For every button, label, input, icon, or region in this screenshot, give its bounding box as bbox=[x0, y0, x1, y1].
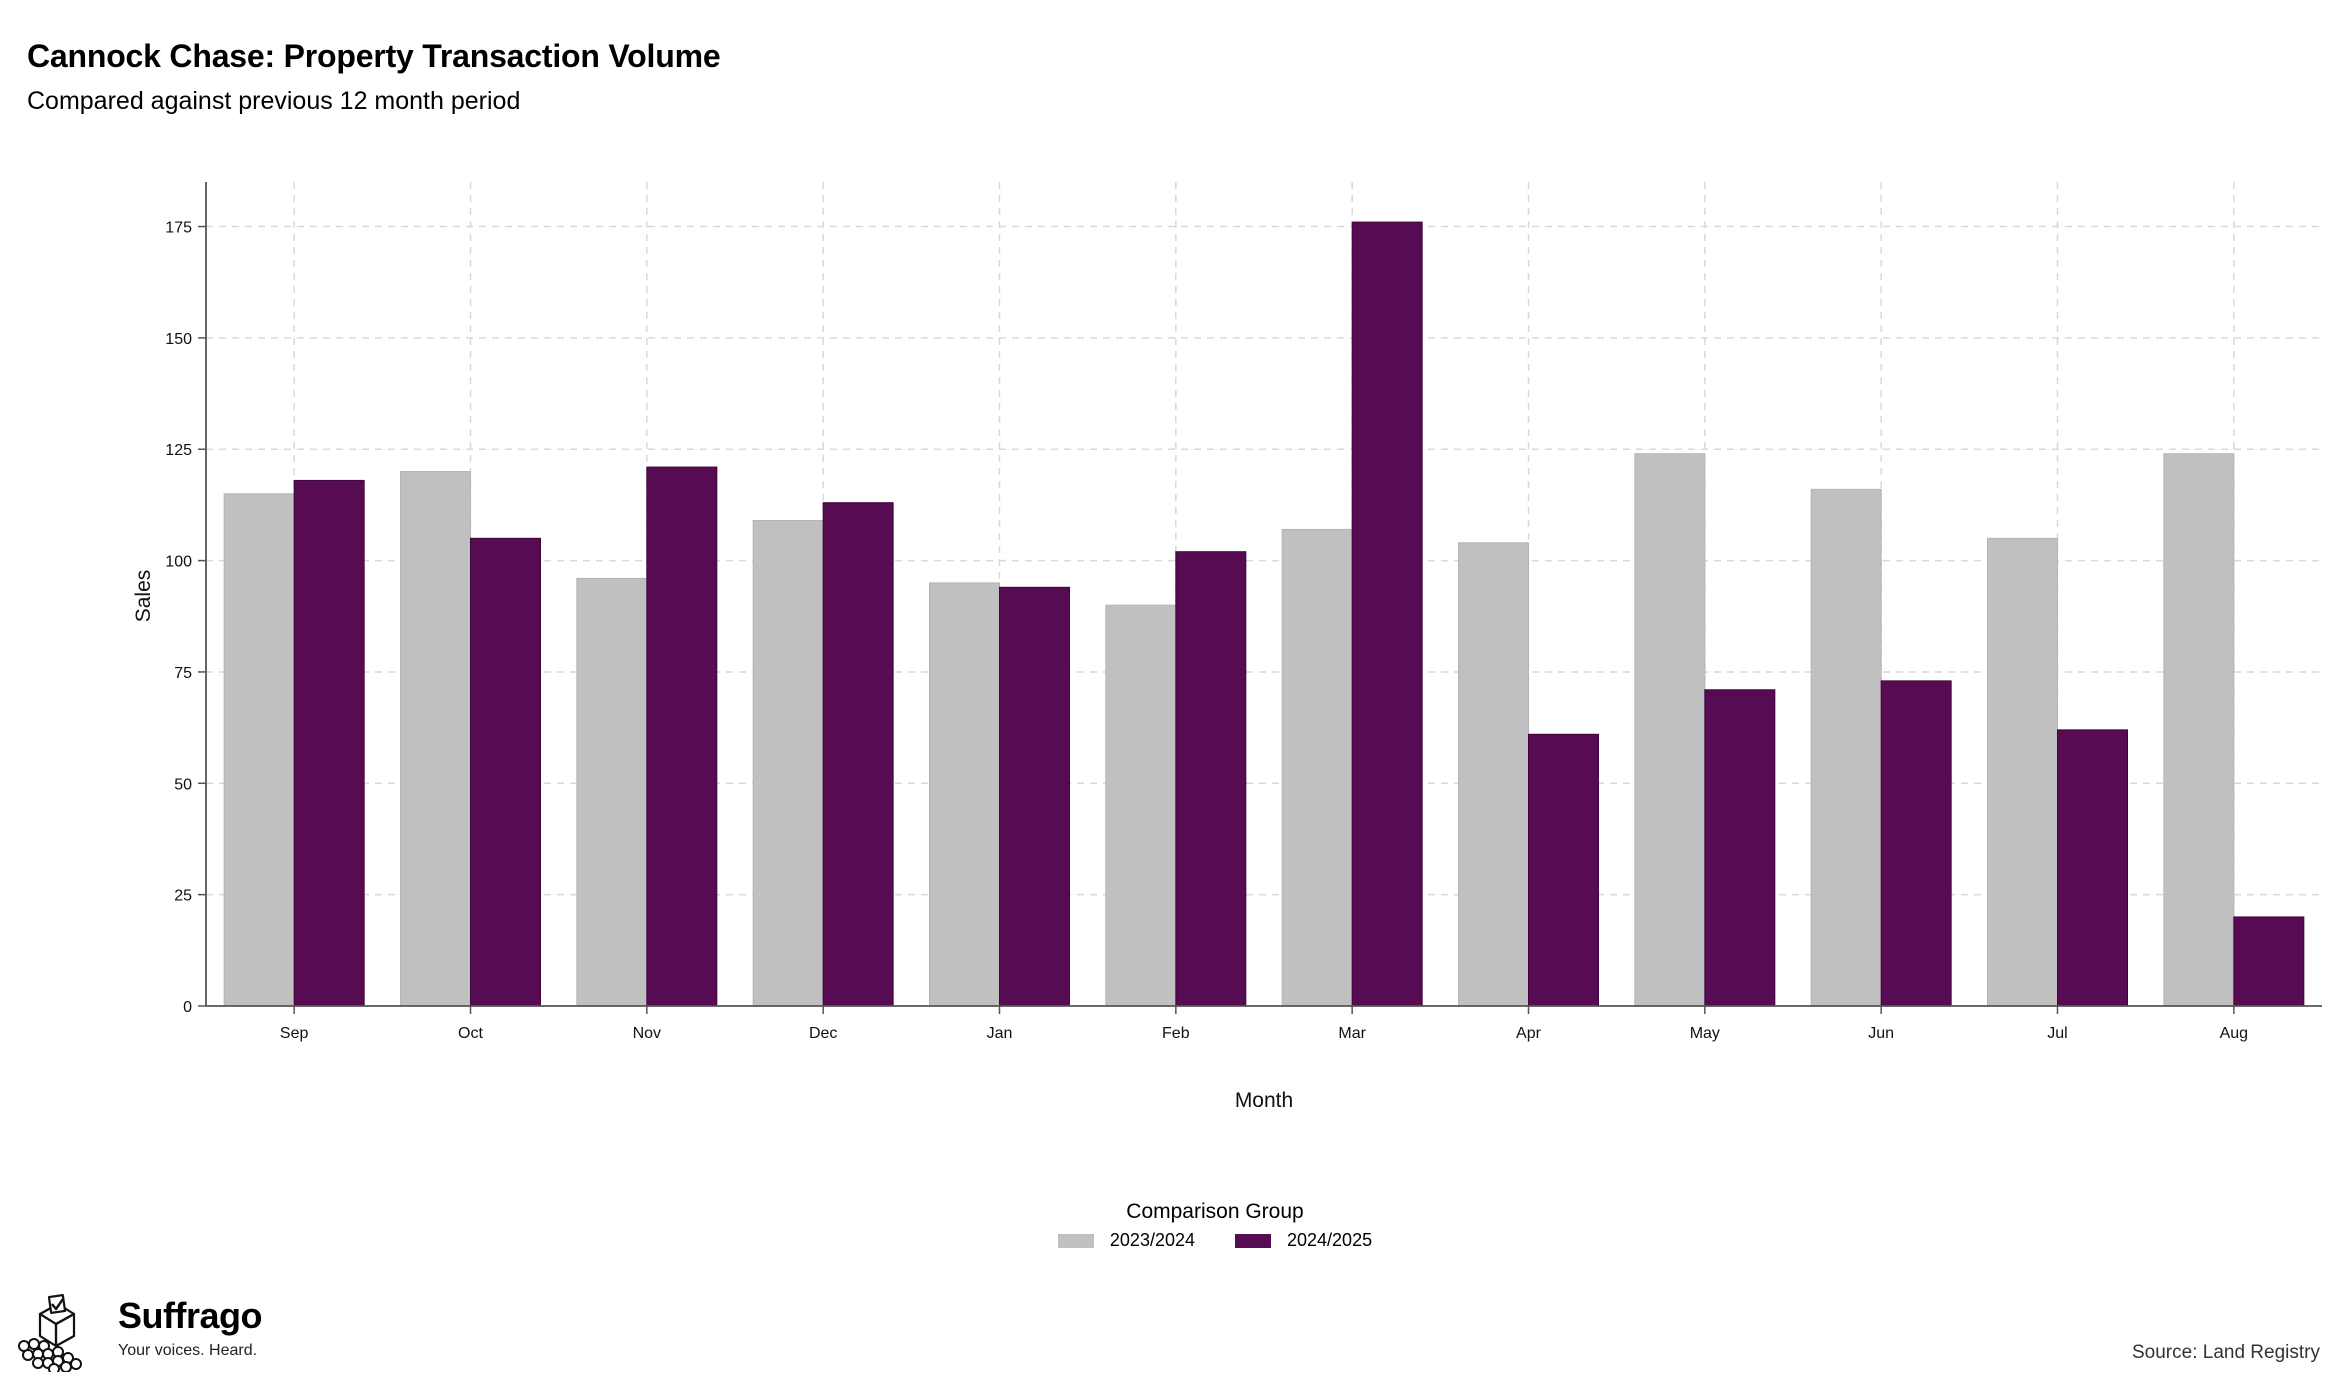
y-tick-label: 175 bbox=[165, 220, 192, 237]
bar-2023-2024-sep bbox=[223, 493, 295, 1007]
bar-2024-2025-mar bbox=[1351, 221, 1423, 1007]
bar-2024-2025-apr bbox=[1528, 733, 1599, 1007]
y-tick-label: 25 bbox=[174, 888, 192, 905]
legend-label: 2023/2024 bbox=[1109, 1230, 1195, 1250]
bar-2023-2024-aug bbox=[2163, 453, 2235, 1007]
y-tick-label: 50 bbox=[174, 776, 192, 793]
bar-2024-2025-jan bbox=[999, 586, 1070, 1007]
legend-title: Comparison Group bbox=[1126, 1200, 1304, 1223]
y-tick-label: 125 bbox=[165, 442, 192, 459]
x-axis-title: Month bbox=[1235, 1089, 1293, 1112]
y-tick-label: 0 bbox=[183, 999, 192, 1016]
legend-swatch-icon bbox=[1235, 1233, 1271, 1248]
x-tick-label: Jun bbox=[1868, 1025, 1894, 1042]
bar-2023-2024-nov bbox=[576, 577, 648, 1007]
legend-swatch-icon bbox=[1057, 1233, 1094, 1248]
ballot-box-icon bbox=[18, 1294, 82, 1372]
legend-items: 2023/2024 2024/2025 bbox=[96, 1230, 2334, 1251]
axes: 0 25 50 75 100 125 150 175 Sep Oct Nov Dec Jan Feb Mar… bbox=[165, 182, 2322, 1042]
source-note: Source: Land Registry bbox=[2132, 1342, 2320, 1363]
x-tick-label: May bbox=[1690, 1025, 1720, 1042]
bar-2023-2024-jan bbox=[929, 582, 1000, 1007]
brand-logo: Suffrago Your voices. Heard. bbox=[14, 1294, 263, 1372]
bar-2023-2024-may bbox=[1634, 453, 1706, 1007]
y-tick-label: 75 bbox=[174, 665, 192, 682]
chart-subtitle: Compared against previous 12 month perio… bbox=[27, 87, 521, 115]
bar-2024-2025-jun bbox=[1880, 680, 1952, 1007]
bars bbox=[223, 221, 2305, 1007]
bar-2023-2024-oct bbox=[400, 471, 471, 1007]
bar-2023-2024-mar bbox=[1281, 528, 1353, 1007]
bar-2024-2025-may bbox=[1704, 689, 1776, 1007]
x-tick-label: Jul bbox=[2047, 1025, 2067, 1042]
bar-2023-2024-jun bbox=[1810, 488, 1882, 1007]
bar-2024-2025-jul bbox=[2057, 729, 2128, 1007]
bar-2024-2025-aug bbox=[2233, 916, 2305, 1007]
legend-label: 2024/2025 bbox=[1287, 1230, 1373, 1250]
bar-2023-2024-apr bbox=[1458, 542, 1529, 1007]
x-tick-label: Nov bbox=[633, 1025, 661, 1042]
brand-tagline: Your voices. Heard. bbox=[118, 1342, 258, 1359]
bar-2024-2025-nov bbox=[646, 466, 718, 1007]
y-tick-label: 150 bbox=[165, 331, 192, 348]
legend-item-2023-2024: 2023/2024 bbox=[1057, 1230, 1195, 1251]
bar-2023-2024-feb bbox=[1105, 604, 1177, 1007]
bar-2024-2025-sep bbox=[293, 479, 365, 1007]
legend-item-2024-2025: 2024/2025 bbox=[1235, 1230, 1372, 1251]
x-tick-label: Sep bbox=[280, 1025, 309, 1042]
x-tick-label: Mar bbox=[1338, 1025, 1366, 1042]
y-tick-label: 100 bbox=[165, 554, 192, 571]
bar-2024-2025-dec bbox=[822, 502, 894, 1007]
x-tick-label: Jan bbox=[987, 1025, 1013, 1042]
brand-name: Suffrago bbox=[118, 1295, 263, 1336]
bar-2024-2025-oct bbox=[470, 537, 541, 1007]
x-tick-label: Dec bbox=[809, 1025, 837, 1042]
bar-2023-2024-jul bbox=[1987, 537, 2058, 1007]
bar-2024-2025-feb bbox=[1175, 551, 1247, 1007]
legend: Comparison Group 2023/2024 2024/2025 bbox=[0, 1200, 2334, 1251]
x-tick-label: Apr bbox=[1516, 1025, 1542, 1042]
x-tick-label: Oct bbox=[458, 1025, 483, 1042]
chart-title: Cannock Chase: Property Transaction Volu… bbox=[27, 38, 721, 74]
bar-2023-2024-dec bbox=[752, 520, 824, 1007]
gridlines bbox=[206, 182, 2322, 1006]
x-tick-label: Feb bbox=[1162, 1025, 1190, 1042]
y-axis-title: Sales bbox=[132, 570, 155, 623]
x-tick-label: Aug bbox=[2220, 1025, 2248, 1042]
bar-chart: 0 25 50 75 100 125 150 175 Sep Oct Nov Dec Jan Feb Mar… bbox=[132, 182, 2322, 1112]
